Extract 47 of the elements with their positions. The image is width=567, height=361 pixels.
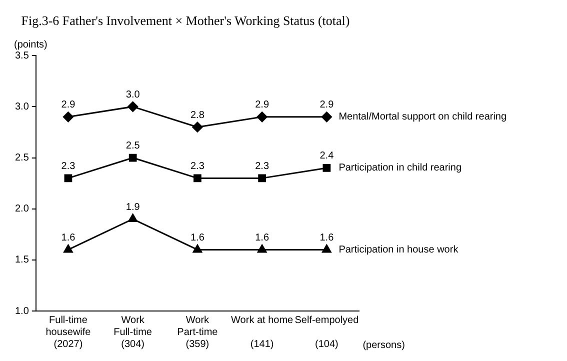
point <box>64 244 73 253</box>
data-label: 2.9 <box>61 100 76 111</box>
series-label: Mental/Mortal support on child rearing <box>338 112 507 123</box>
y-axis-title: (points) <box>14 39 48 50</box>
chart-title: Fig.3-6 Father's Involvement × Mother's Working Status (total) <box>21 13 350 28</box>
y-tick-label: 1.5 <box>14 254 30 266</box>
point <box>192 122 203 132</box>
x-tick-label: Work Part-time (359) <box>177 314 218 350</box>
point <box>128 154 137 162</box>
y-tick-label: 1.0 <box>14 306 30 317</box>
y-tick-label: 3.5 <box>14 50 30 62</box>
data-label: 2.9 <box>320 100 334 111</box>
data-label: 2.4 <box>320 150 334 162</box>
point <box>322 164 331 172</box>
y-tick-label: 2.0 <box>14 204 30 215</box>
point <box>322 244 332 253</box>
point <box>256 112 268 122</box>
x-tick-label: Work Full-time (304) <box>114 314 152 350</box>
data-label: 1.6 <box>190 232 205 244</box>
series-label: Participation in house work <box>338 244 460 256</box>
point <box>64 174 72 182</box>
data-label: 1.6 <box>320 232 334 244</box>
point <box>192 244 202 253</box>
category-label: Work at home (141) <box>231 314 294 350</box>
text: (persons) <box>362 340 405 351</box>
point <box>194 174 202 182</box>
data-label: 2.8 <box>190 110 205 121</box>
category-label: Self-empolyed (104) <box>294 314 359 350</box>
data-label: 2.3 <box>255 160 270 172</box>
data-label: 3.0 <box>126 89 140 100</box>
y-tick-label: 3.0 <box>14 101 30 112</box>
y-tick-label: 2.5 <box>14 152 30 164</box>
data-label: 2.9 <box>255 100 270 111</box>
data-label: 1.6 <box>61 232 76 244</box>
point <box>128 101 138 112</box>
data-label: 1.6 <box>255 232 270 244</box>
x-tick-label: Full-time housewife (2027) <box>46 314 92 350</box>
series-label: Participation in child rearing <box>338 162 462 174</box>
data-label: 1.9 <box>126 202 140 213</box>
point <box>258 174 266 182</box>
point <box>62 112 74 122</box>
point <box>128 214 138 222</box>
data-label: 2.3 <box>190 160 205 172</box>
point <box>321 112 332 122</box>
point <box>257 244 267 253</box>
data-label: 2.3 <box>61 160 76 172</box>
data-label: 2.5 <box>126 140 140 152</box>
